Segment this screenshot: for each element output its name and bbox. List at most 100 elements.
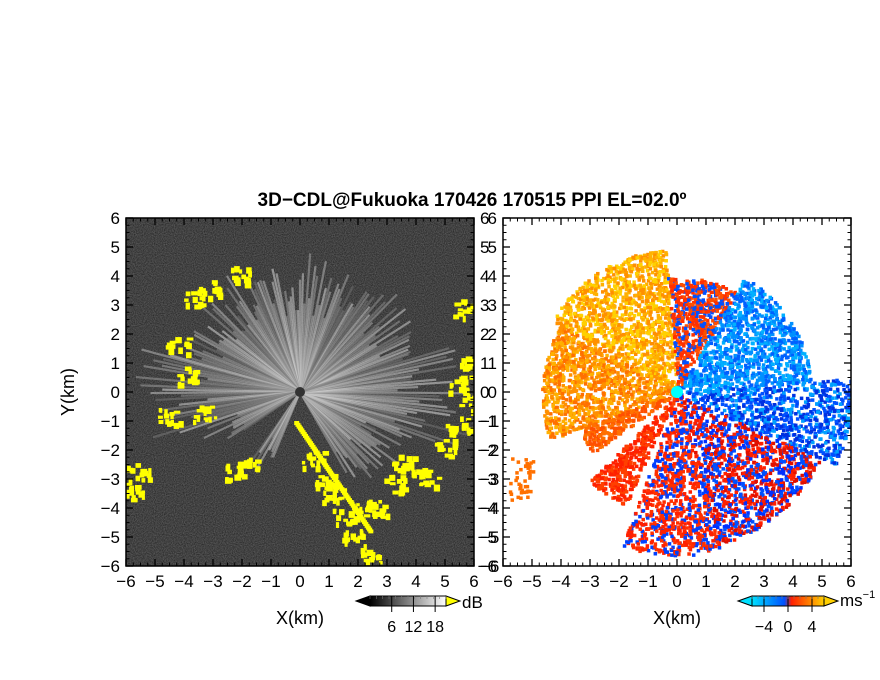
velocity-pixel xyxy=(616,453,620,457)
velocity-pixel xyxy=(706,301,711,305)
velocity-pixel xyxy=(633,263,637,268)
velocity-pixel xyxy=(644,367,649,371)
velocity-pixel xyxy=(655,287,660,291)
velocity-pixel xyxy=(621,449,626,453)
velocity-pixel xyxy=(770,314,775,319)
snr-clutter-pixel xyxy=(458,386,464,393)
snr-clutter-pixel xyxy=(410,461,415,466)
velocity-pixel xyxy=(682,306,687,310)
velocity-pixel xyxy=(620,483,624,488)
velocity-pixel xyxy=(613,379,617,383)
velocity-pixel xyxy=(668,401,673,405)
velocity-pixel xyxy=(768,353,772,357)
velocity-pixel xyxy=(625,399,629,404)
velocity-pixel xyxy=(607,331,611,335)
velocity-pixel xyxy=(769,374,774,379)
velocity-pixel xyxy=(657,395,662,399)
velocity-pixel xyxy=(544,419,549,424)
snr-clutter-pixel xyxy=(461,426,466,430)
velocity-pixel xyxy=(579,395,584,399)
velocity-pixel xyxy=(555,380,560,385)
velocity-pixel xyxy=(669,281,673,285)
velocity-pixel xyxy=(774,313,779,317)
snr-clutter-pixel xyxy=(389,475,394,480)
velocity-pixel xyxy=(762,302,766,307)
velocity-pixel xyxy=(646,305,650,310)
velocity-pixel xyxy=(618,286,622,291)
velocity-pixel xyxy=(568,373,573,377)
velocity-pixel xyxy=(612,490,616,495)
velocity-pixel xyxy=(604,378,609,383)
velocity-pixel xyxy=(677,356,681,361)
velocity-pixel xyxy=(654,307,658,312)
velocity-pixel xyxy=(588,322,593,327)
velocity-pixel xyxy=(561,432,565,437)
velocity-pixel xyxy=(611,366,616,371)
velocity-pixel xyxy=(651,298,655,303)
velocity-pixel xyxy=(664,331,669,335)
velocity-pixel xyxy=(651,251,656,255)
velocity-pixel xyxy=(581,370,585,374)
velocity-pixel xyxy=(737,361,741,366)
velocity-pixel xyxy=(777,306,781,310)
velocity-pixel xyxy=(583,370,588,375)
velocity-pixel xyxy=(606,468,610,473)
velocity-pixel xyxy=(600,476,605,481)
velocity-pixel xyxy=(662,382,667,386)
velocity-pixel xyxy=(570,422,575,426)
velocity-pixel xyxy=(613,299,617,303)
velocity-pixel xyxy=(649,381,653,385)
velocity-pixel xyxy=(638,283,643,288)
velocity-pixel xyxy=(634,409,639,414)
velocity-pixel xyxy=(656,368,661,372)
y-tick-label: 1 xyxy=(111,354,120,373)
velocity-pixel xyxy=(607,372,612,377)
snr-clutter-pixel xyxy=(348,511,355,518)
velocity-pixel xyxy=(681,328,686,333)
velocity-pixel xyxy=(580,307,584,311)
snr-clutter-pixel xyxy=(373,513,381,518)
velocity-pixel xyxy=(723,361,727,366)
velocity-pixel xyxy=(608,399,612,404)
velocity-pixel xyxy=(610,277,615,282)
velocity-pixel xyxy=(677,290,682,294)
velocity-pixel xyxy=(655,354,660,359)
velocity-pixel xyxy=(622,318,627,322)
velocity-pixel xyxy=(690,344,695,348)
velocity-pixel xyxy=(609,473,614,477)
velocity-pixel xyxy=(622,356,626,360)
velocity-pixel xyxy=(604,365,609,369)
velocity-pixel xyxy=(609,369,613,373)
velocity-pixel xyxy=(715,339,720,344)
x-tick-label: −2 xyxy=(232,572,251,591)
snr-clutter-pixel xyxy=(343,518,349,522)
snr-clutter-pixel xyxy=(449,430,454,438)
velocity-pixel xyxy=(672,285,676,289)
velocity-pixel xyxy=(763,378,768,382)
snr-clutter-pixel xyxy=(254,468,260,472)
velocity-pixel xyxy=(637,330,642,334)
velocity-pixel xyxy=(656,319,661,324)
velocity-pixel xyxy=(568,359,573,364)
velocity-pixel xyxy=(606,281,611,285)
velocity-pixel xyxy=(636,412,641,416)
velocity-pixel xyxy=(759,299,764,303)
velocity-pixel xyxy=(601,314,606,318)
velocity-pixel xyxy=(590,286,594,291)
velocity-pixel xyxy=(767,347,771,352)
velocity-pixel xyxy=(758,291,762,296)
velocity-pixel xyxy=(637,387,642,392)
velocity-pixel xyxy=(629,379,634,383)
velocity-pixel xyxy=(585,317,590,322)
velocity-pixel xyxy=(611,345,616,350)
velocity-pixel xyxy=(565,324,569,329)
velocity-pixel xyxy=(599,469,604,474)
velocity-pixel xyxy=(636,268,641,272)
velocity-pixel xyxy=(645,264,650,269)
velocity-pixel xyxy=(603,410,608,415)
velocity-pixel xyxy=(604,414,609,418)
velocity-pixel xyxy=(574,397,578,402)
velocity-pixel xyxy=(593,423,597,427)
velocity-pixel xyxy=(698,301,702,306)
y-tick-label: 2 xyxy=(111,325,120,344)
